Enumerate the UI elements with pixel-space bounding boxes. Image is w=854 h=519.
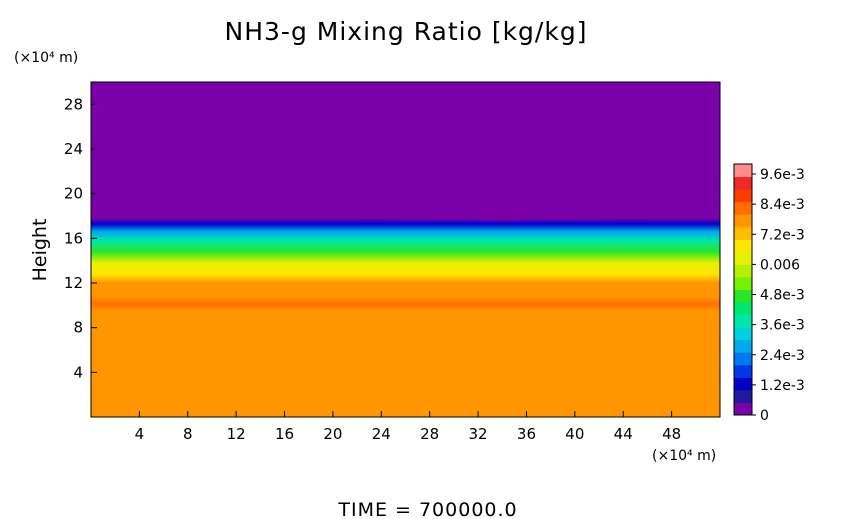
y-tick-label: 20 <box>64 185 83 203</box>
x-axis: 4 8 12 16 20 24 28 32 36 40 44 48 <box>135 411 681 443</box>
colorbar-swatch <box>734 226 752 240</box>
boundary-overlay <box>90 213 721 221</box>
x-tick-label: 16 <box>275 425 294 443</box>
y-tick-label: 28 <box>64 95 83 113</box>
colorbar-swatch <box>734 327 752 341</box>
colorbar-label: 3.6e-3 <box>760 318 805 334</box>
colorbar-swatch <box>734 302 752 316</box>
x-tick-label: 8 <box>183 425 193 443</box>
colorbar: 0 1.2e-3 2.4e-3 3.6e-3 4.8e-3 0.006 7.2e-3 8.4e… <box>733 163 805 424</box>
colorbar-swatch <box>734 264 752 278</box>
plot-area <box>90 81 721 418</box>
x-unit-label: (×10⁴ m) <box>652 448 716 464</box>
colorbar-label: 9.6e-3 <box>760 167 805 183</box>
y-axis-label: Height <box>29 219 51 282</box>
y-tick-label: 8 <box>73 319 83 337</box>
colorbar-swatch <box>734 377 752 391</box>
x-tick-label: 28 <box>420 425 439 443</box>
x-tick-label: 20 <box>323 425 342 443</box>
colorbar-swatch <box>734 214 752 228</box>
colorbar-label: 7.2e-3 <box>760 227 805 243</box>
colorbar-swatch <box>734 239 752 253</box>
colorbar-label: 0 <box>760 408 769 424</box>
x-tick-label: 48 <box>662 425 681 443</box>
plot-frame <box>90 81 721 418</box>
time-label: TIME = 700000.0 <box>337 499 517 519</box>
x-tick-label: 32 <box>469 425 488 443</box>
colorbar-swatch <box>734 201 752 215</box>
colorbar-swatch <box>734 339 752 353</box>
y-unit-label: (×10⁴ m) <box>14 50 78 66</box>
colorbar-swatch <box>734 276 752 290</box>
x-tick-label: 12 <box>227 425 246 443</box>
x-tick-label: 40 <box>565 425 584 443</box>
colorbar-swatch <box>734 352 752 366</box>
layer-top-edge <box>90 213 721 221</box>
colorbar-swatch <box>734 402 752 416</box>
colorbar-swatch <box>734 314 752 328</box>
x-tick-label: 36 <box>517 425 536 443</box>
colorbar-swatch <box>734 389 752 403</box>
colorbar-label: 2.4e-3 <box>760 348 805 364</box>
colorbar-label: 4.8e-3 <box>760 288 805 304</box>
colorbar-swatch <box>734 251 752 265</box>
x-tick-label: 4 <box>135 425 145 443</box>
colorbar-label: 8.4e-3 <box>760 197 805 213</box>
colorbar-swatch <box>734 289 752 303</box>
y-tick-label: 12 <box>64 274 83 292</box>
x-tick-label: 24 <box>372 425 391 443</box>
chart-title: NH3-g Mixing Ratio [kg/kg] <box>225 17 588 46</box>
y-axis: 4 8 12 16 20 24 28 <box>64 95 97 381</box>
y-tick-label: 4 <box>73 363 83 381</box>
x-tick-label: 44 <box>614 425 633 443</box>
colorbar-swatch <box>734 189 752 203</box>
colorbar-label: 1.2e-3 <box>760 378 805 394</box>
mixing-ratio-field <box>91 82 720 417</box>
colorbar-frame <box>733 163 753 416</box>
colorbar-swatch <box>734 176 752 190</box>
y-tick-label: 16 <box>64 229 83 247</box>
y-tick-label: 24 <box>64 140 83 158</box>
colorbar-swatch <box>734 164 752 178</box>
colorbar-label: 0.006 <box>760 257 800 273</box>
colorbar-swatch <box>734 364 752 378</box>
